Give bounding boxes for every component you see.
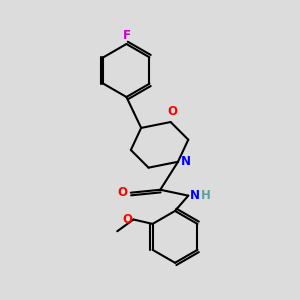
Text: N: N: [181, 155, 191, 168]
Text: F: F: [122, 28, 130, 42]
Text: N: N: [190, 189, 200, 202]
Text: O: O: [122, 213, 132, 226]
Text: O: O: [167, 106, 177, 118]
Text: H: H: [201, 189, 211, 202]
Text: O: O: [117, 186, 127, 199]
